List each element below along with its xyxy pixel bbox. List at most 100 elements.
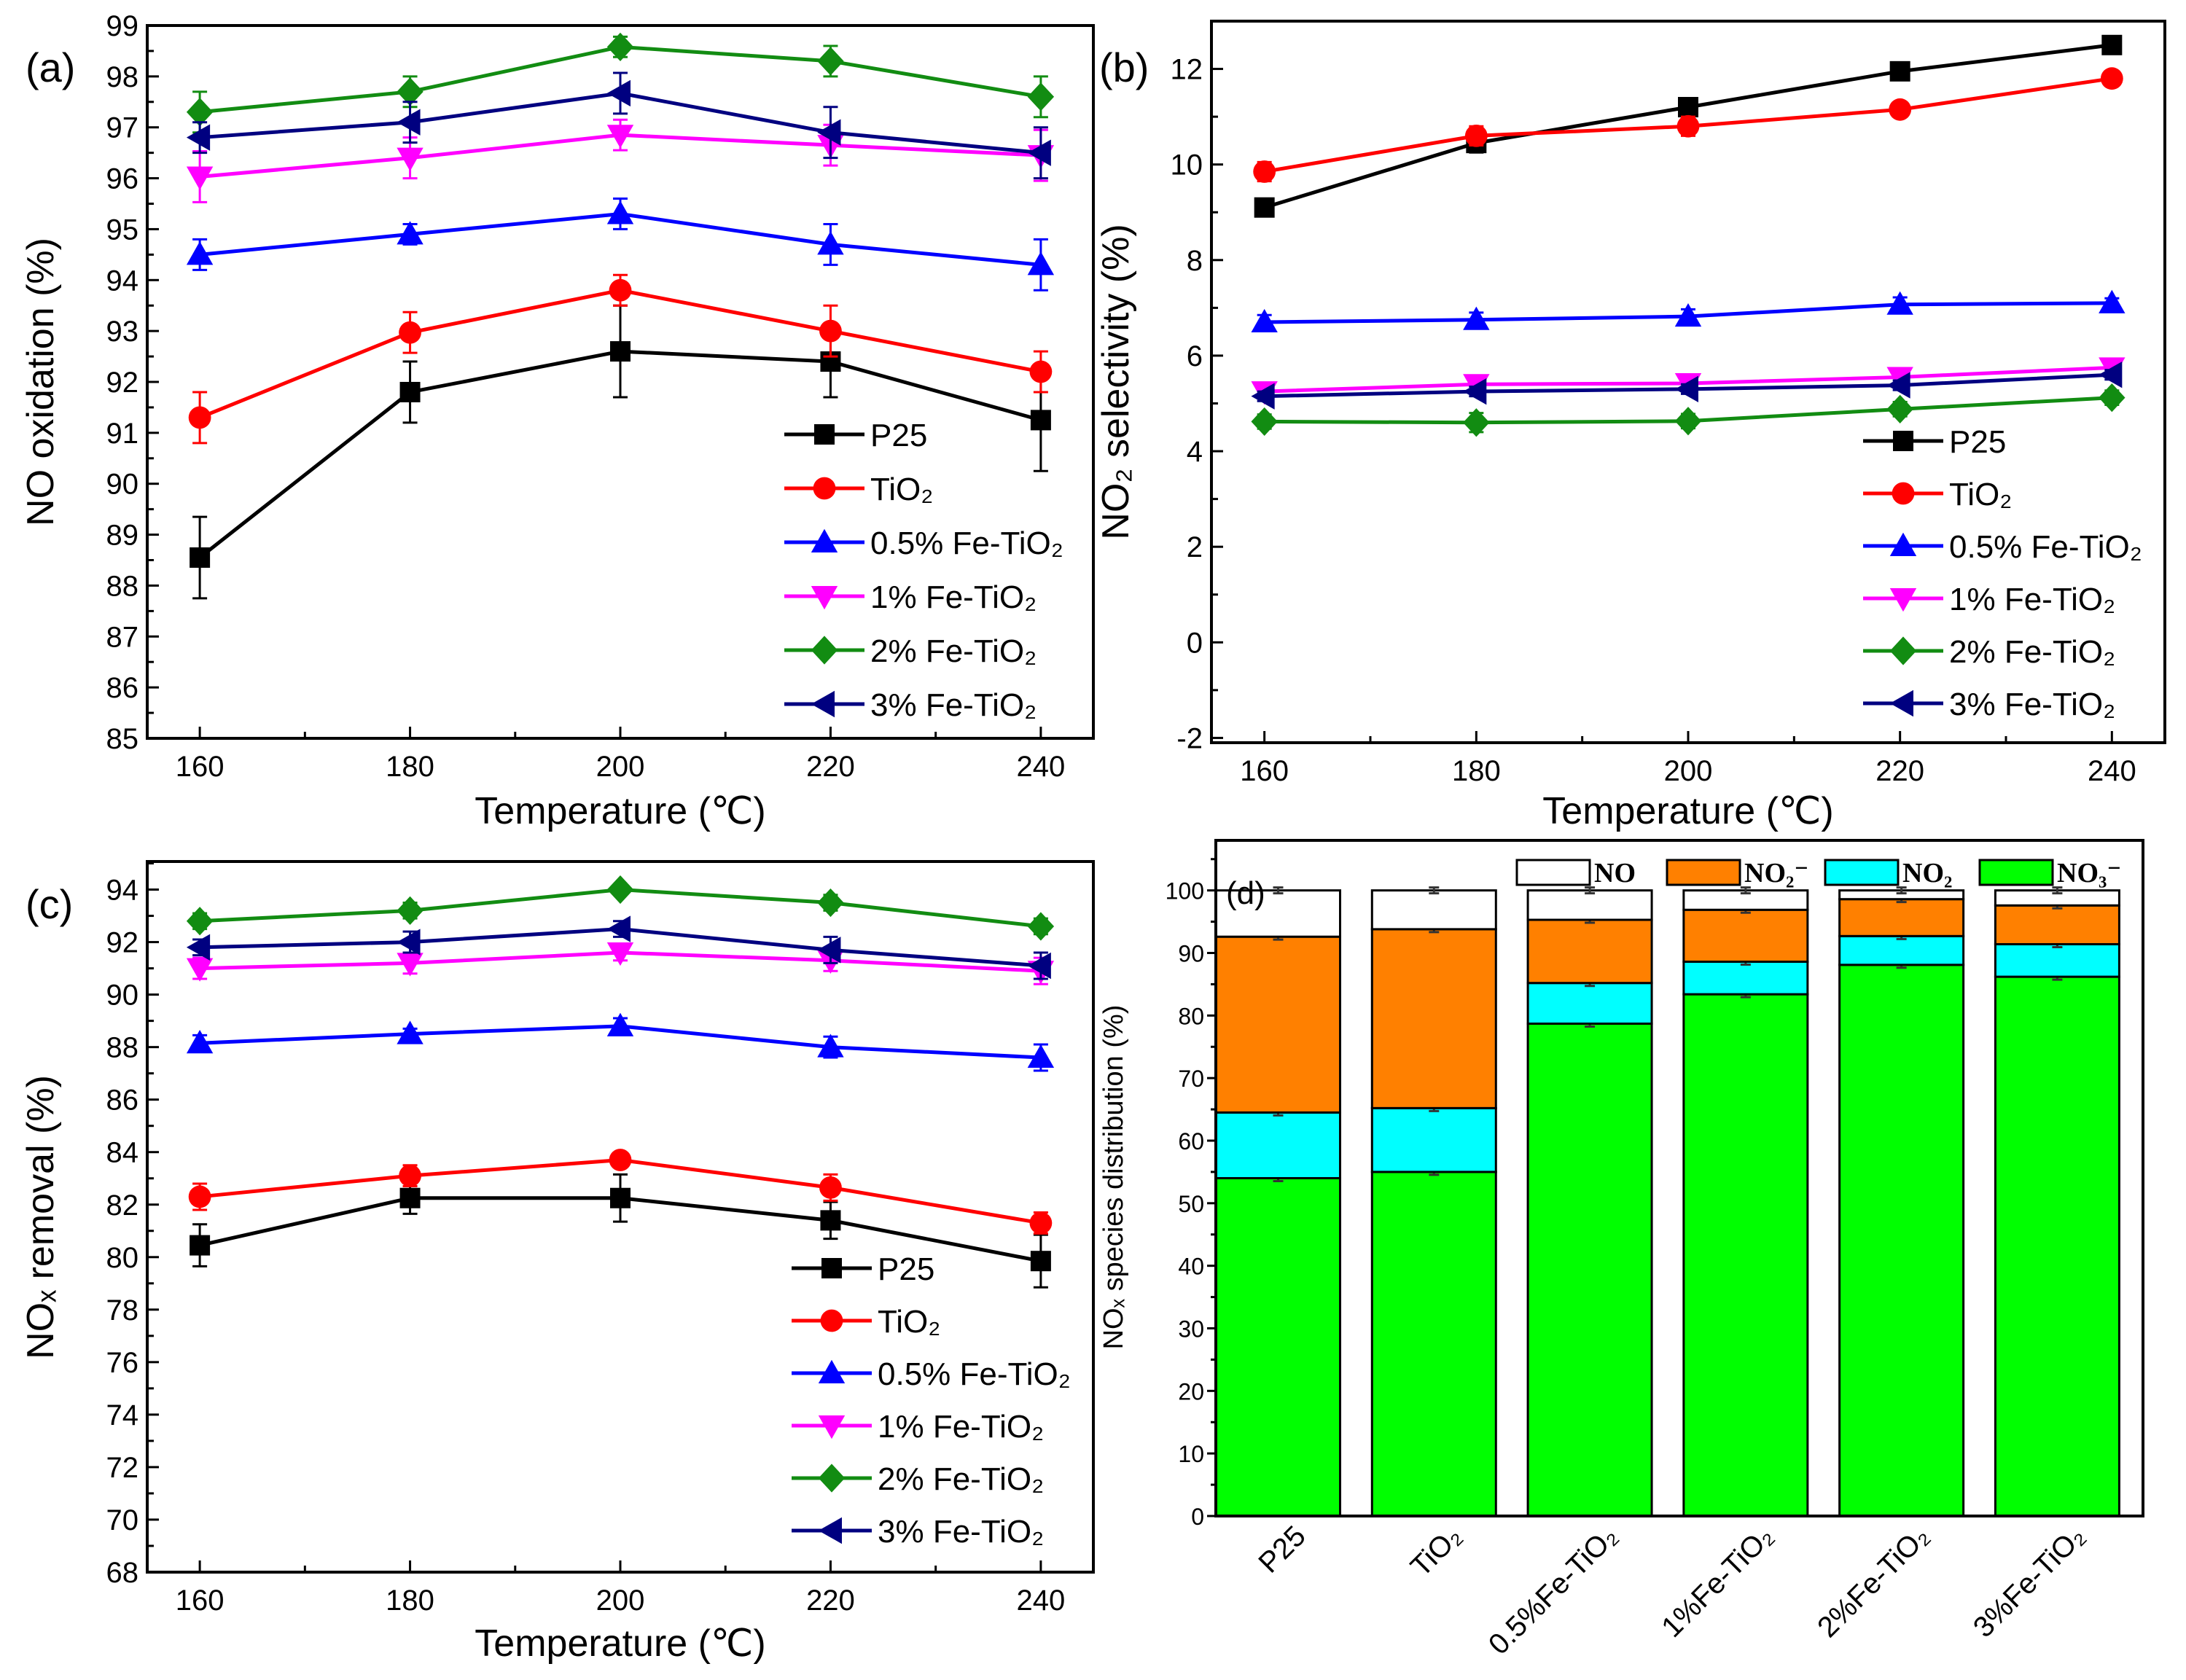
series xyxy=(186,118,1055,203)
y-tick-label: 40 xyxy=(1178,1254,1204,1280)
data-point xyxy=(2099,289,2126,313)
data-point xyxy=(1253,160,1276,183)
y-tick-label: 88 xyxy=(106,570,139,602)
legend-marker xyxy=(1892,482,1915,505)
data-point xyxy=(1674,302,1702,327)
legend-label: 1% Fe-TiO₂ xyxy=(1949,582,2115,617)
legend-label: 2% Fe-TiO₂ xyxy=(878,1461,1044,1497)
y-tick-label: 10 xyxy=(1178,1441,1204,1467)
bar-segment xyxy=(1370,1171,1497,1517)
y-tick-label: 93 xyxy=(106,316,139,348)
data-point xyxy=(188,406,211,429)
y-tick-label: 80 xyxy=(1178,1003,1204,1029)
panel-label: (c) xyxy=(26,881,73,927)
series xyxy=(186,1012,1055,1072)
legend-label: 0.5% Fe-TiO₂ xyxy=(1949,529,2142,565)
y-axis-title: NOₓ species distribution (%) xyxy=(1098,1005,1129,1350)
data-point xyxy=(606,200,634,224)
data-point xyxy=(819,319,842,343)
bar-segment xyxy=(1370,928,1497,1109)
legend-label: NO xyxy=(1594,858,1636,888)
x-tick-label: 220 xyxy=(806,751,855,783)
data-point xyxy=(606,79,631,107)
legend-marker xyxy=(811,690,835,718)
series xyxy=(186,942,1055,985)
y-tick-label: -2 xyxy=(1176,722,1203,754)
bar-segment xyxy=(1994,975,2120,1517)
y-tick-label: 88 xyxy=(106,1032,139,1064)
data-point xyxy=(817,119,841,146)
bar-segment xyxy=(1994,904,2120,945)
y-tick-label: 50 xyxy=(1178,1191,1204,1217)
x-axis-title: Temperature (℃) xyxy=(475,1622,765,1665)
x-tick-label: 180 xyxy=(386,1585,434,1617)
data-point xyxy=(399,1187,421,1208)
data-point xyxy=(1027,1044,1055,1068)
bar-segment xyxy=(1526,918,1653,985)
data-point xyxy=(1889,60,1910,82)
legend-label: P25 xyxy=(878,1251,934,1287)
y-tick-label: 2 xyxy=(1187,531,1203,563)
error-bar xyxy=(1273,886,1284,895)
legend-swatch xyxy=(1824,859,1900,886)
y-tick-label: 87 xyxy=(106,621,139,653)
x-tick-label: 160 xyxy=(176,1585,225,1617)
data-point xyxy=(1027,82,1055,112)
data-point xyxy=(190,1235,211,1256)
x-tick-label: 220 xyxy=(806,1585,855,1617)
legend-swatch xyxy=(1515,859,1591,886)
y-tick-label: 78 xyxy=(106,1294,139,1327)
legend-marker xyxy=(1889,689,1913,717)
panel-label: (b) xyxy=(1099,44,1149,90)
data-point xyxy=(2099,383,2126,413)
data-point xyxy=(397,953,423,977)
y-tick-label: 86 xyxy=(106,1085,139,1117)
data-point xyxy=(1886,291,1913,315)
y-tick-label: 0 xyxy=(1191,1504,1204,1530)
legend-label: 3% Fe-TiO₂ xyxy=(870,687,1037,723)
y-tick-label: 84 xyxy=(106,1137,139,1169)
y-tick-label: 94 xyxy=(106,265,139,297)
legend-marker xyxy=(813,477,836,500)
x-tick-label: 240 xyxy=(1017,751,1066,783)
x-axis-title: Temperature (℃) xyxy=(475,790,765,832)
y-tick-label: 100 xyxy=(1166,878,1204,905)
data-point xyxy=(606,125,634,149)
data-point xyxy=(397,77,423,106)
data-point xyxy=(397,147,423,171)
data-point xyxy=(397,109,421,136)
line-chart-panel-a: 85 86 87 88 89 90 91 92 93 94 95 96 97 98 99 160 180 200 2… xyxy=(20,10,1095,832)
error-bar xyxy=(1740,886,1751,895)
x-tick-label: 160 xyxy=(176,751,225,783)
error-bar xyxy=(1585,886,1596,895)
legend-label: TiO₂ xyxy=(1949,477,2012,512)
data-point xyxy=(817,231,844,255)
line-chart-panel-c: 68 70 72 74 76 78 80 82 84 86 88 90 92 94 160 180 200 220… xyxy=(20,860,1095,1665)
error-bar xyxy=(1896,886,1907,895)
data-point xyxy=(1463,378,1487,405)
data-point xyxy=(1678,97,1698,118)
data-point xyxy=(1027,952,1051,980)
series xyxy=(186,915,1051,980)
legend-marker xyxy=(814,424,835,445)
legend-marker xyxy=(818,1359,846,1383)
data-point xyxy=(397,896,423,925)
data-point xyxy=(609,1149,632,1171)
y-tick-label: 91 xyxy=(106,418,139,450)
bar-segment xyxy=(1526,982,1653,1025)
bar-segment xyxy=(1838,898,1965,937)
legend-label: 0.5% Fe-TiO₂ xyxy=(878,1356,1071,1392)
legend-label: P25 xyxy=(870,418,927,453)
y-axis-title: NO₂ selectivity (%) xyxy=(1095,224,1137,539)
y-tick-label: 89 xyxy=(106,520,139,552)
legend-marker xyxy=(811,586,838,610)
legend-label: NO₃⁻ xyxy=(2057,858,2121,888)
y-tick-label: 90 xyxy=(106,980,139,1012)
y-tick-label: 6 xyxy=(1187,340,1203,372)
series xyxy=(1251,383,2126,437)
legend-marker xyxy=(1889,532,1917,556)
y-tick-label: 80 xyxy=(106,1242,139,1274)
data-point xyxy=(186,124,211,151)
data-point xyxy=(1464,124,1488,147)
